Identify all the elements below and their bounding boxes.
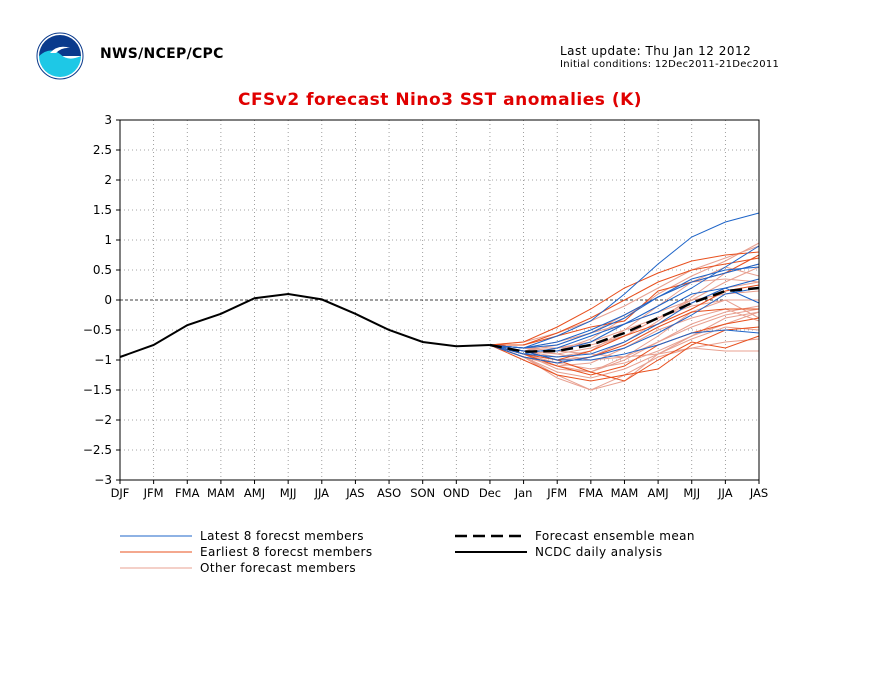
legend-label-analysis: NCDC daily analysis	[535, 545, 663, 559]
ensemble-mean-line	[489, 286, 760, 353]
noaa-logo	[36, 32, 84, 80]
x-tick-label: MAM	[207, 486, 235, 500]
x-tick-label: MJJ	[683, 486, 700, 500]
x-tick-label: FMA	[175, 486, 200, 500]
y-tick-label: −2.5	[83, 443, 112, 457]
y-ticks: 3 2.5 2 1.5 1 0.5 0 −0.5 −1 −1.5 −2 −2.5 −3	[83, 113, 120, 487]
legend: Latest 8 forecst members Earliest 8 forec…	[120, 529, 695, 575]
y-tick-label: 0.5	[93, 263, 112, 277]
y-tick-label: −2	[94, 413, 112, 427]
initial-conditions: Initial conditions: 12Dec2011-21Dec2011	[560, 59, 780, 70]
x-tick-label: AMJ	[244, 486, 265, 500]
y-tick-label: 3	[104, 113, 112, 127]
grid	[120, 120, 759, 480]
y-tick-label: 2.5	[93, 143, 112, 157]
legend-label-earliest: Earliest 8 forecst members	[200, 545, 372, 559]
other-member-line	[489, 245, 760, 346]
ensemble-mean	[489, 286, 760, 353]
y-tick-label: 1.5	[93, 203, 112, 217]
y-tick-label: −1.5	[83, 383, 112, 397]
y-tick-label: 1	[104, 233, 112, 247]
x-tick-label: SON	[410, 486, 435, 500]
legend-label-mean: Forecast ensemble mean	[535, 529, 695, 543]
x-tick-label: OND	[443, 486, 470, 500]
y-tick-label: −0.5	[83, 323, 112, 337]
y-tick-label: −3	[94, 473, 112, 487]
latest-member-line	[489, 266, 760, 349]
legend-label-other: Other forecast members	[200, 561, 356, 575]
x-tick-label: MJJ	[280, 486, 297, 500]
x-tick-label: JAS	[345, 486, 364, 500]
x-tick-label: JJA	[314, 486, 330, 500]
y-tick-label: 0	[104, 293, 112, 307]
latest-member-line	[489, 329, 760, 361]
x-tick-label: MAM	[611, 486, 639, 500]
x-tick-label: JAS	[749, 486, 768, 500]
latest-member-line	[489, 263, 760, 349]
x-tick-label: Dec	[479, 486, 501, 500]
other-member-line	[489, 311, 760, 370]
x-tick-label: AMJ	[648, 486, 669, 500]
x-tick-label: JFM	[143, 486, 164, 500]
agency-label: NWS/NCEP/CPC	[100, 46, 224, 62]
latest-member-line	[489, 278, 760, 358]
x-tick-label: FMA	[579, 486, 604, 500]
analysis-line	[119, 292, 490, 358]
y-tick-label: 2	[104, 173, 112, 187]
earliest-member-line	[489, 284, 760, 361]
earliest-member-line	[489, 317, 760, 376]
y-tick-label: −1	[94, 353, 112, 367]
x-tick-label: JFM	[546, 486, 567, 500]
latest-member-line	[489, 212, 760, 349]
latest-member-line	[489, 287, 760, 364]
x-tick-label: DJF	[111, 486, 130, 500]
legend-label-latest: Latest 8 forecst members	[200, 529, 364, 543]
last-update: Last update: Thu Jan 12 2012	[560, 44, 752, 58]
earliest-member-line	[489, 326, 760, 382]
x-tick-label: JJA	[717, 486, 733, 500]
other-member-line	[489, 308, 760, 361]
x-tick-label: ASO	[377, 486, 401, 500]
chart-title: CFSv2 forecast Nino3 SST anomalies (K)	[237, 90, 643, 110]
analysis-series-line	[119, 292, 490, 358]
earliest-member-line	[489, 257, 760, 346]
x-tick-label: Jan	[514, 486, 533, 500]
x-ticks: DJF JFM FMA MAM AMJ MJJ JJA JAS ASO SON OND Dec Jan J…	[111, 480, 768, 500]
earliest-member-line	[489, 251, 760, 346]
